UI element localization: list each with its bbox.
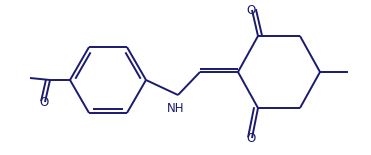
Text: O: O xyxy=(246,4,256,16)
Text: NH: NH xyxy=(167,102,185,115)
Text: O: O xyxy=(39,97,49,109)
Text: O: O xyxy=(246,131,256,144)
